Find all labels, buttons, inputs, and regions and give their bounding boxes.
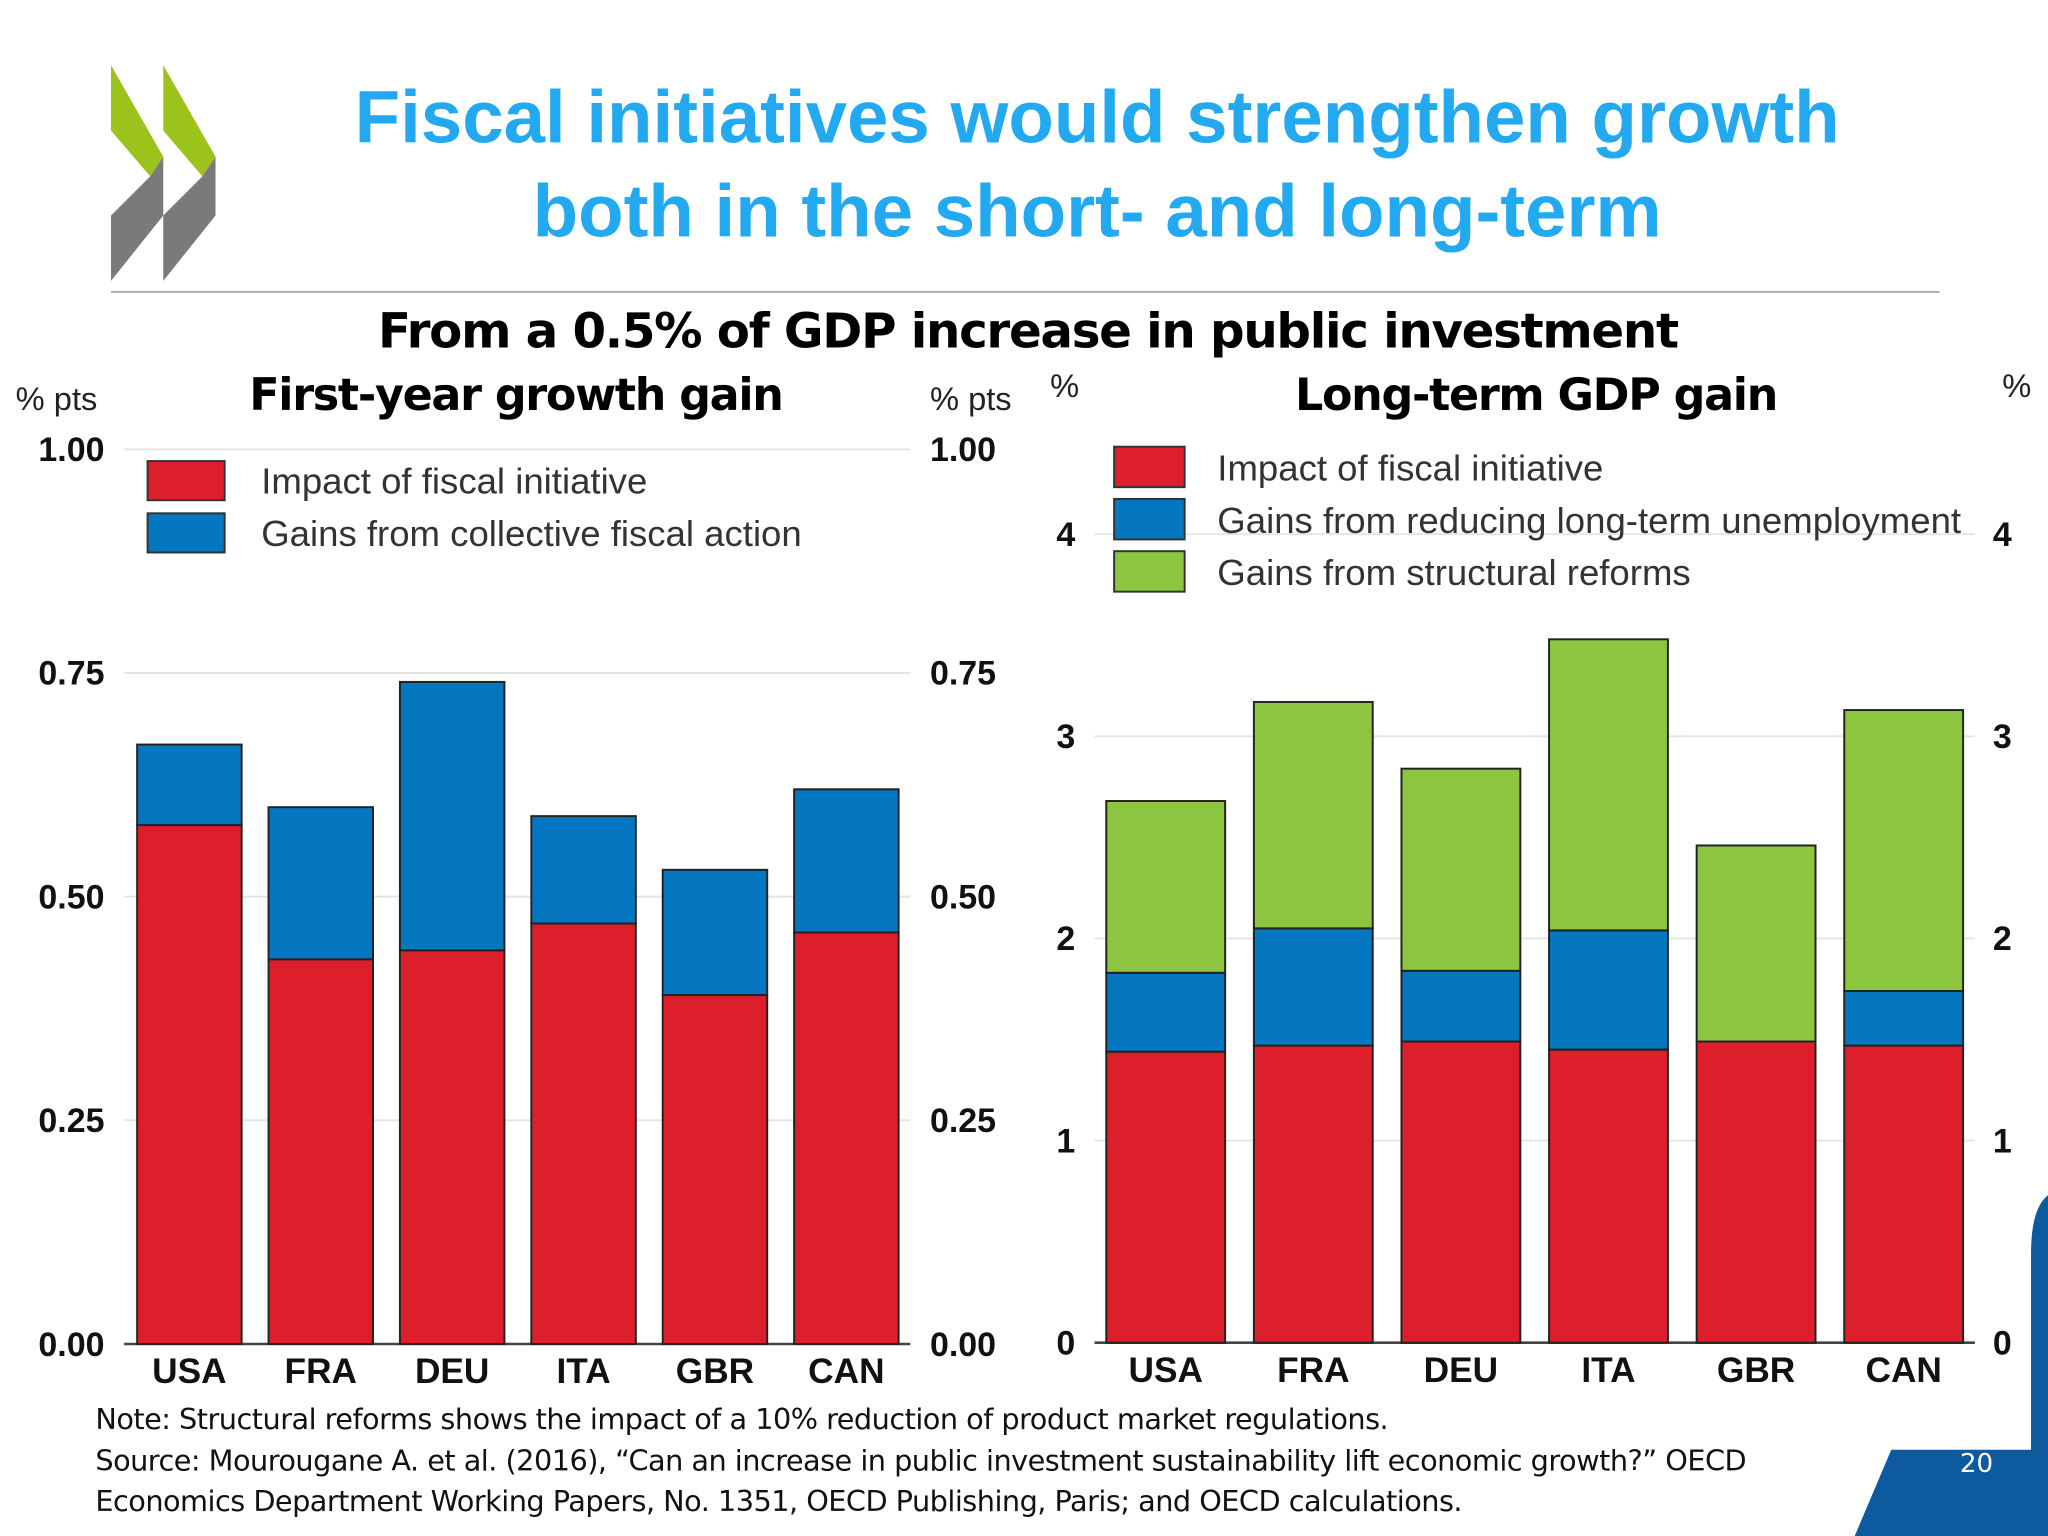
logo-chevron-grey-2 — [163, 156, 216, 281]
source-line-1: Source: Mourougane A. et al. (2016), “Ca… — [95, 1445, 1747, 1479]
y-tick-label-right: 0.00 — [930, 1326, 996, 1364]
legend-swatch-1 — [146, 512, 226, 554]
bar-ita-series-0 — [1548, 1048, 1669, 1344]
bar-ita-series-0 — [530, 922, 637, 1345]
bar-can-series-0 — [793, 931, 900, 1345]
title-line-1: Fiscal initiatives would strengthen grow… — [354, 75, 1840, 160]
x-tick-label-ita: ITA — [1581, 1351, 1635, 1390]
x-tick-label-deu: DEU — [1424, 1351, 1498, 1390]
bar-gbr-series-1 — [661, 868, 769, 997]
title-divider — [111, 291, 1940, 293]
y-tick-label-right: 1.00 — [930, 431, 996, 469]
y-tick-label-right: 3 — [1993, 718, 2012, 756]
bar-fra-series-1 — [1252, 927, 1374, 1047]
page-number-tab — [1854, 1449, 2048, 1536]
bar-can-series-2 — [1843, 709, 1965, 992]
legend-swatch-0 — [1113, 445, 1186, 489]
oecd-logo — [111, 65, 216, 281]
bar-ita-series-1 — [530, 815, 637, 925]
source-line-2: Economics Department Working Papers, No.… — [95, 1486, 1463, 1520]
bar-fra-series-0 — [1252, 1044, 1374, 1344]
y-tick-label-left: 0.75 — [38, 655, 104, 693]
bar-usa-series-1 — [1105, 971, 1227, 1053]
y-tick-label-left: 4 — [1056, 516, 1075, 554]
y-tick-label-right: 0 — [1993, 1324, 2012, 1362]
note-text: Note: Structural reforms shows the impac… — [95, 1404, 1389, 1437]
y-tick-label-left: 0.00 — [38, 1326, 104, 1364]
x-tick-label-deu: DEU — [415, 1352, 489, 1391]
y-tick-label-right: 2 — [1993, 920, 2012, 958]
x-tick-label-gbr: GBR — [676, 1352, 754, 1391]
bar-deu-series-1 — [398, 680, 506, 952]
x-tick-label-fra: FRA — [285, 1352, 357, 1391]
chart2-title: Long-term GDP gain — [1294, 369, 1778, 422]
chart1-title: First-year growth gain — [249, 369, 784, 422]
bar-deu-series-0 — [1400, 1040, 1522, 1344]
x-tick-label-ita: ITA — [556, 1352, 610, 1391]
x-tick-label-can: CAN — [808, 1352, 884, 1391]
logo-chevron-green-2 — [163, 65, 216, 177]
corner-decoration — [1854, 1195, 2048, 1536]
legend-label-1: Gains from reducing long-term unemployme… — [1217, 500, 1961, 541]
slide-title: Fiscal initiatives would strengthen grow… — [235, 71, 1959, 259]
bar-can-series-1 — [793, 788, 900, 934]
bar-gbr-series-0 — [1695, 1040, 1817, 1344]
bar-fra-series-1 — [267, 806, 375, 961]
legend-swatch-2 — [1113, 550, 1186, 593]
bar-usa-series-0 — [1105, 1050, 1227, 1344]
logo-chevron-green-1 — [111, 65, 164, 177]
bar-gbr-series-2 — [1695, 844, 1817, 1043]
y-tick-label-left: 3 — [1056, 718, 1075, 756]
legend-label-0: Impact of fiscal initiative — [261, 461, 647, 502]
y-tick-label-right: 0.50 — [930, 878, 996, 916]
bar-deu-series-2 — [1400, 767, 1522, 972]
bar-fra-series-2 — [1252, 700, 1374, 930]
legend-label-0: Impact of fiscal initiative — [1217, 448, 1603, 489]
legend-swatch-0 — [146, 460, 226, 502]
bar-can-series-1 — [1843, 990, 1965, 1047]
x-tick-label-usa: USA — [1128, 1351, 1202, 1390]
y-tick-label-left: 2 — [1056, 920, 1075, 958]
logo-chevron-grey-1 — [111, 156, 164, 281]
bar-deu-series-1 — [1400, 969, 1522, 1043]
x-tick-label-usa: USA — [152, 1352, 226, 1391]
x-tick-label-gbr: GBR — [1717, 1351, 1795, 1390]
y-tick-label-right: 0.75 — [930, 655, 996, 693]
y-tick-label-right: 0.25 — [930, 1102, 996, 1140]
chart2-unit-right: % — [2002, 368, 2032, 405]
bar-usa-series-2 — [1105, 800, 1227, 974]
bar-ita-series-2 — [1548, 638, 1669, 932]
legend-label-1: Gains from collective fiscal action — [261, 513, 802, 554]
y-tick-label-left: 0 — [1056, 1324, 1075, 1362]
page-number: 20 — [1959, 1447, 1994, 1479]
y-tick-label-left: 1 — [1056, 1122, 1075, 1160]
y-tick-label-left: 1.00 — [38, 431, 104, 469]
x-tick-label-can: CAN — [1865, 1351, 1941, 1390]
y-tick-label-right: 1 — [1993, 1122, 2012, 1160]
bar-usa-series-1 — [136, 743, 243, 827]
bar-ita-series-1 — [1548, 929, 1669, 1051]
slide-subtitle: From a 0.5% of GDP increase in public in… — [378, 303, 1679, 360]
y-tick-label-left: 0.50 — [38, 878, 104, 916]
chart2-unit-left: % — [1050, 368, 1080, 405]
chart1-unit-right: % pts — [929, 381, 1012, 418]
corner-curve — [2031, 1195, 2048, 1536]
legend-swatch-1 — [1113, 497, 1186, 541]
bar-fra-series-0 — [267, 958, 375, 1345]
chart1-unit-left: % pts — [15, 381, 98, 418]
y-tick-label-right: 4 — [1993, 516, 2012, 554]
y-tick-label-left: 0.25 — [38, 1102, 104, 1140]
title-line-2: both in the short- and long-term — [532, 169, 1662, 254]
bar-gbr-series-0 — [661, 994, 769, 1345]
x-tick-label-fra: FRA — [1277, 1351, 1349, 1390]
legend-label-2: Gains from structural reforms — [1217, 552, 1690, 593]
